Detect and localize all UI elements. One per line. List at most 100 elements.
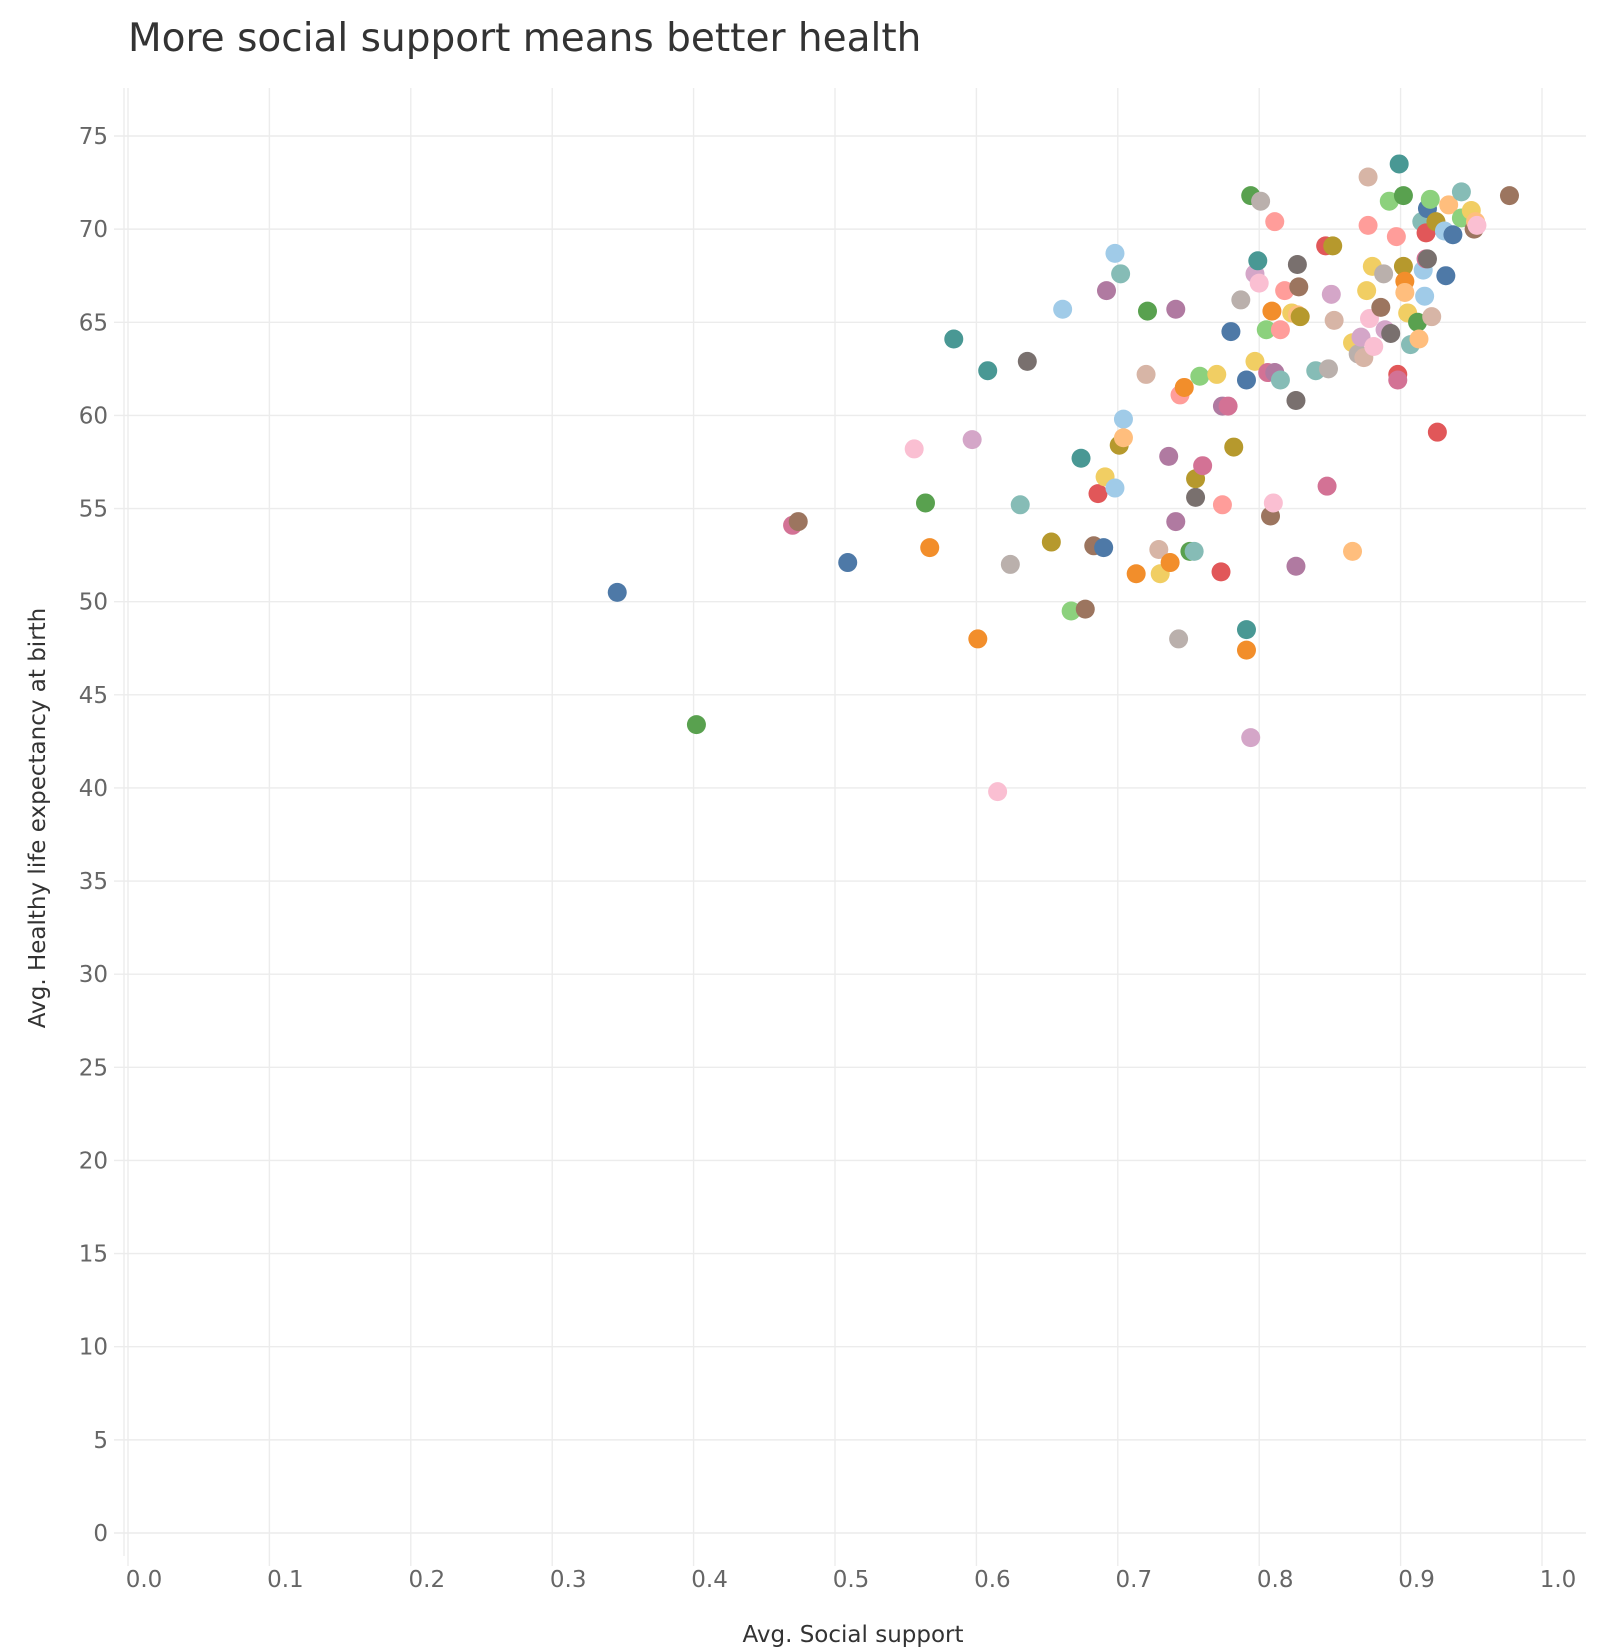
data-point <box>1395 282 1415 302</box>
x-axis-tick-labels: 0.0 0.1 0.2 0.3 0.4 0.5 0.6 0.7 0.8 0.9 1.0 <box>126 1567 1577 1593</box>
data-point <box>1094 538 1114 558</box>
data-point <box>686 715 706 735</box>
data-point <box>962 430 982 450</box>
data-point <box>1290 307 1310 327</box>
data-point <box>1364 336 1384 356</box>
data-point <box>1218 396 1238 416</box>
data-point <box>1265 212 1285 232</box>
data-point <box>1186 487 1206 507</box>
data-point <box>1190 366 1210 386</box>
data-point <box>1343 541 1363 561</box>
data-point <box>1415 286 1435 306</box>
x-tick-label: 0.1 <box>267 1567 304 1593</box>
y-tick-label: 45 <box>79 683 108 709</box>
data-point <box>1263 493 1283 513</box>
data-point <box>1427 422 1447 442</box>
data-point <box>1409 329 1429 349</box>
data-point <box>1417 249 1437 269</box>
data-point <box>988 782 1008 802</box>
data-point <box>1041 532 1061 552</box>
data-point <box>1374 264 1394 284</box>
x-tick-label: 0.0 <box>126 1567 163 1593</box>
data-point <box>1371 297 1391 317</box>
x-tick-label: 0.4 <box>691 1567 728 1593</box>
data-point <box>1061 601 1081 621</box>
data-point <box>1451 182 1471 202</box>
data-point <box>1393 256 1413 276</box>
y-tick-label: 15 <box>79 1242 108 1268</box>
data-point <box>1422 307 1442 327</box>
x-tick-label: 0.5 <box>833 1567 870 1593</box>
data-point <box>1184 541 1204 561</box>
data-point <box>968 629 988 649</box>
data-point <box>1166 512 1186 532</box>
data-point <box>1287 255 1307 275</box>
data-point <box>1381 323 1401 343</box>
data-point <box>1245 351 1265 371</box>
data-point <box>1010 495 1030 515</box>
data-point <box>1467 215 1487 235</box>
data-point <box>1270 370 1290 390</box>
y-tick-label: 70 <box>79 217 108 243</box>
data-point <box>1270 320 1290 340</box>
data-point <box>1000 554 1020 574</box>
data-point <box>1248 251 1268 271</box>
data-point <box>1105 478 1125 498</box>
chart-title: More social support means better health <box>128 16 922 61</box>
data-point <box>1321 284 1341 304</box>
horizontal-gridlines <box>114 135 1586 1534</box>
data-point <box>978 361 998 381</box>
data-point <box>1357 281 1377 301</box>
data-point <box>1088 484 1108 504</box>
data-point <box>1241 728 1261 748</box>
y-tick-label: 65 <box>79 310 108 336</box>
y-axis-label: Avg. Healthy life expectancy at birth <box>25 608 51 1028</box>
data-point <box>1420 189 1440 209</box>
data-point <box>1388 370 1408 390</box>
y-tick-label: 5 <box>93 1428 108 1454</box>
x-tick-label: 0.2 <box>409 1567 446 1593</box>
data-point <box>1386 227 1406 247</box>
data-point <box>1053 299 1073 319</box>
y-tick-label: 35 <box>79 869 108 895</box>
data-point <box>1166 299 1186 319</box>
data-point <box>920 538 940 558</box>
data-point <box>1193 456 1213 476</box>
data-point <box>607 582 627 602</box>
data-point <box>1249 273 1269 293</box>
data-points <box>607 154 1519 802</box>
data-point <box>1393 186 1413 206</box>
data-point <box>1358 215 1378 235</box>
data-point <box>1323 236 1343 256</box>
data-point <box>1286 390 1306 410</box>
y-tick-label: 60 <box>79 403 108 429</box>
data-point <box>1211 562 1231 582</box>
data-point <box>1136 364 1156 384</box>
data-point <box>1289 277 1309 297</box>
data-point <box>1499 186 1519 206</box>
x-tick-label: 0.7 <box>1116 1567 1153 1593</box>
x-axis-label: Avg. Social support <box>742 1622 963 1648</box>
data-point <box>1126 564 1146 584</box>
data-point <box>838 553 858 573</box>
data-point <box>1389 154 1409 174</box>
data-point <box>1236 620 1256 640</box>
data-point <box>1159 446 1179 466</box>
y-tick-label: 25 <box>79 1055 108 1081</box>
data-point <box>944 329 964 349</box>
y-tick-label: 10 <box>79 1335 108 1361</box>
x-tick-label: 0.6 <box>974 1567 1011 1593</box>
data-point <box>1439 195 1459 215</box>
data-point <box>788 512 808 532</box>
data-point <box>915 493 935 513</box>
data-point <box>1113 409 1133 429</box>
data-point <box>1096 281 1116 301</box>
y-tick-label: 0 <box>93 1521 108 1547</box>
data-point <box>1224 437 1244 457</box>
data-point <box>1071 448 1091 468</box>
data-point <box>1251 191 1271 211</box>
data-point <box>1111 264 1131 284</box>
data-point <box>1318 359 1338 379</box>
data-point <box>1221 322 1241 342</box>
